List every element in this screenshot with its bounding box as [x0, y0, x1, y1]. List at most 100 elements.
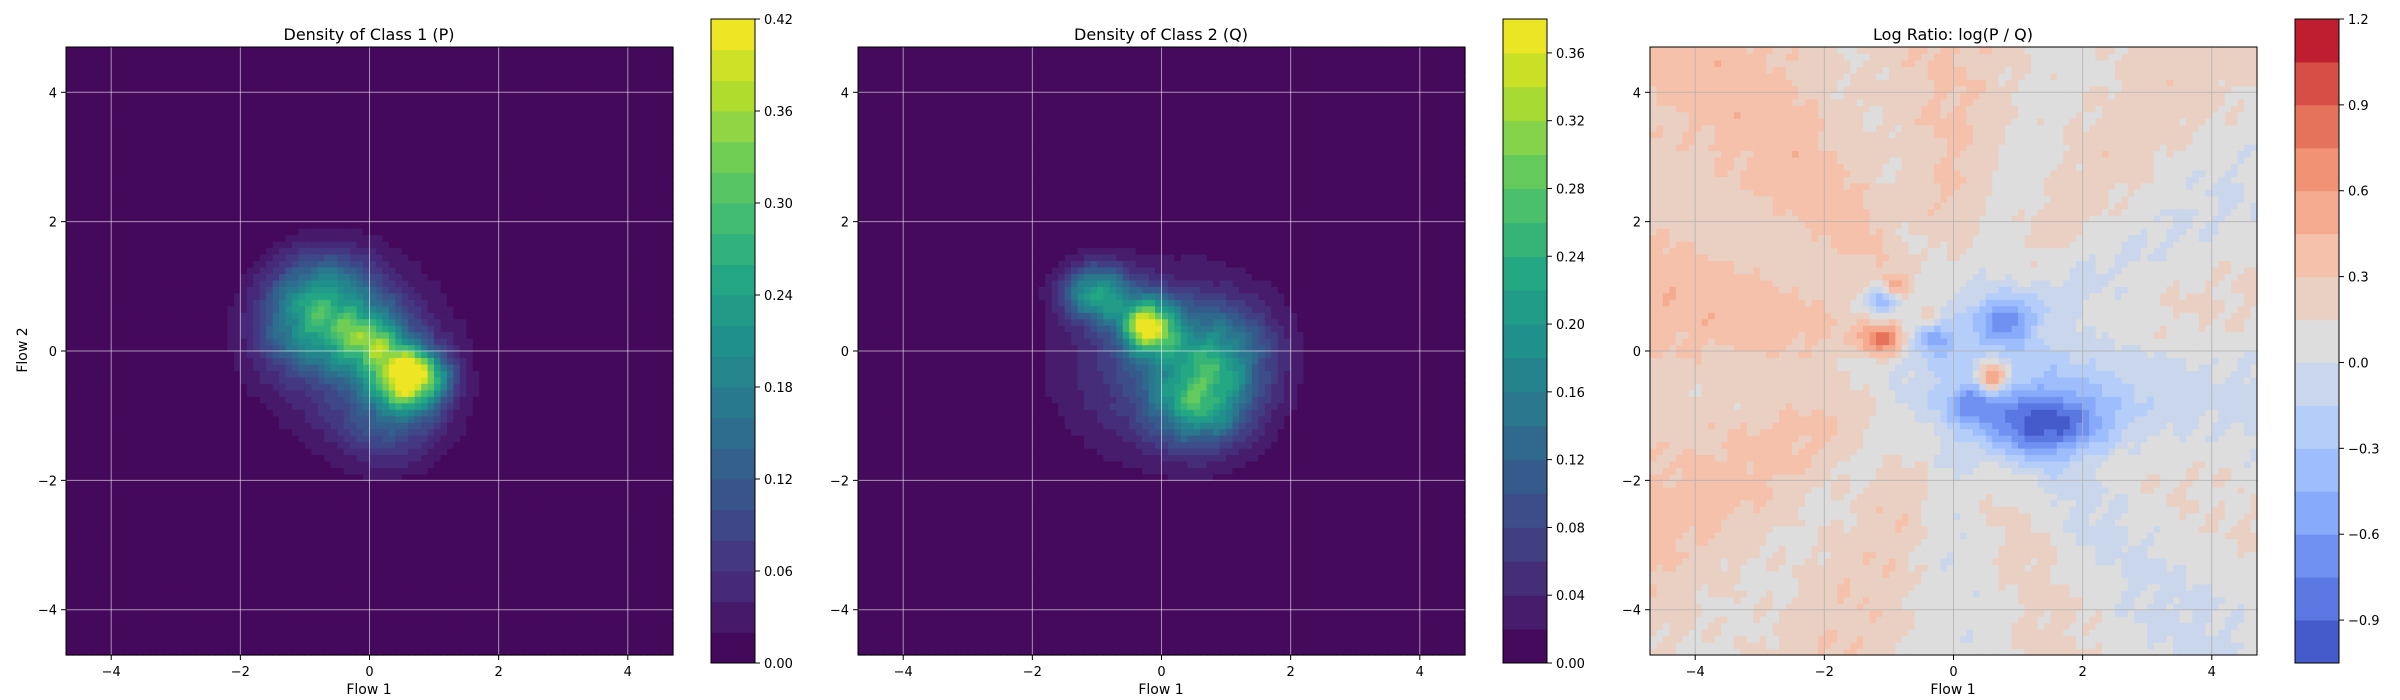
heatmap-cell	[91, 105, 99, 113]
heatmap-cell	[130, 422, 138, 430]
heatmap-cell	[195, 169, 203, 177]
heatmap-cell	[175, 642, 183, 650]
heatmap-cell	[304, 512, 312, 520]
heatmap-cell	[337, 583, 345, 591]
heatmap-cell	[382, 428, 390, 436]
heatmap-cell	[337, 169, 345, 177]
heatmap-cell	[182, 318, 190, 326]
heatmap-cell	[343, 596, 351, 604]
heatmap-cell	[111, 396, 119, 404]
heatmap-cell	[343, 409, 351, 417]
heatmap-cell	[279, 383, 287, 391]
heatmap-cell	[343, 441, 351, 449]
heatmap-cell	[292, 603, 300, 611]
heatmap-cell	[304, 137, 312, 145]
heatmap-cell	[124, 156, 132, 165]
heatmap-cell	[233, 292, 241, 300]
heatmap-cell	[175, 648, 183, 656]
heatmap-cell	[363, 616, 371, 624]
heatmap-cell	[272, 111, 280, 119]
heatmap-cell	[201, 415, 209, 423]
heatmap-cell	[337, 228, 345, 236]
heatmap-cell	[104, 370, 112, 378]
heatmap-cell	[356, 383, 364, 391]
heatmap-cell	[356, 415, 364, 423]
heatmap-cell	[298, 428, 306, 436]
heatmap-cell	[246, 389, 254, 397]
heatmap-cell	[304, 247, 312, 255]
heatmap-cell	[175, 182, 183, 190]
heatmap-cell	[78, 415, 86, 423]
heatmap-cell	[240, 415, 248, 423]
heatmap-cell	[337, 467, 345, 475]
heatmap-cell	[266, 215, 274, 223]
heatmap-cell	[350, 629, 358, 637]
heatmap-cell	[208, 428, 216, 436]
heatmap-cell	[117, 273, 125, 281]
heatmap-cell	[175, 525, 183, 533]
heatmap-cell	[220, 629, 229, 637]
heatmap-cell	[395, 144, 403, 152]
heatmap-cell	[350, 195, 358, 203]
heatmap-cell	[317, 551, 325, 559]
heatmap-cell	[259, 629, 267, 637]
heatmap-cell	[124, 506, 132, 514]
heatmap-cell	[78, 318, 86, 326]
heatmap-cell	[220, 163, 229, 171]
heatmap-cell	[388, 486, 396, 494]
heatmap-cell	[124, 279, 132, 287]
heatmap-cell	[72, 545, 80, 553]
heatmap-cell	[91, 202, 99, 210]
heatmap-cell	[188, 338, 196, 346]
heatmap-cell	[285, 111, 293, 119]
heatmap-cell	[143, 415, 151, 423]
heatmap-cell	[266, 454, 274, 462]
heatmap-cell	[137, 428, 145, 436]
heatmap-cell	[201, 247, 209, 255]
heatmap-cell	[363, 344, 371, 352]
heatmap-cell	[253, 176, 261, 184]
heatmap-cell	[246, 266, 254, 274]
heatmap-cell	[169, 383, 177, 391]
heatmap-cell	[104, 137, 112, 145]
heatmap-cell	[363, 150, 371, 158]
heatmap-cell	[124, 79, 132, 87]
heatmap-cell	[233, 389, 241, 397]
heatmap-cell	[220, 519, 229, 527]
heatmap-cell	[298, 105, 306, 113]
heatmap-cell	[149, 551, 158, 559]
heatmap-cell	[382, 629, 390, 637]
heatmap-cell	[137, 299, 145, 307]
heatmap-cell	[162, 215, 170, 223]
heatmap-cell	[304, 448, 312, 456]
heatmap-cell	[124, 577, 132, 585]
heatmap-cell	[91, 460, 99, 469]
heatmap-cell	[343, 221, 351, 229]
heatmap-cell	[91, 622, 99, 630]
heatmap-cell	[130, 603, 138, 611]
heatmap-cell	[375, 422, 384, 430]
heatmap-cell	[343, 163, 351, 171]
heatmap-cell	[401, 79, 409, 87]
heatmap-cell	[388, 525, 396, 533]
heatmap-cell	[208, 325, 216, 333]
heatmap-cell	[111, 318, 119, 326]
heatmap-cell	[259, 415, 267, 423]
heatmap-cell	[169, 402, 177, 410]
heatmap-cell	[298, 124, 306, 132]
heatmap-cell	[188, 557, 196, 566]
heatmap-cell	[375, 460, 384, 469]
heatmap-cell	[388, 331, 396, 339]
heatmap-cell	[130, 564, 138, 572]
heatmap-cell	[375, 253, 384, 262]
heatmap-cell	[253, 493, 261, 501]
heatmap-cell	[130, 616, 138, 624]
heatmap-cell	[369, 402, 377, 410]
heatmap-cell	[156, 493, 164, 501]
heatmap-cell	[240, 460, 248, 469]
heatmap-cell	[143, 486, 151, 494]
heatmap-cell	[285, 448, 293, 456]
heatmap-cell	[304, 124, 312, 132]
heatmap-cell	[137, 305, 145, 313]
heatmap-cell	[292, 512, 300, 520]
